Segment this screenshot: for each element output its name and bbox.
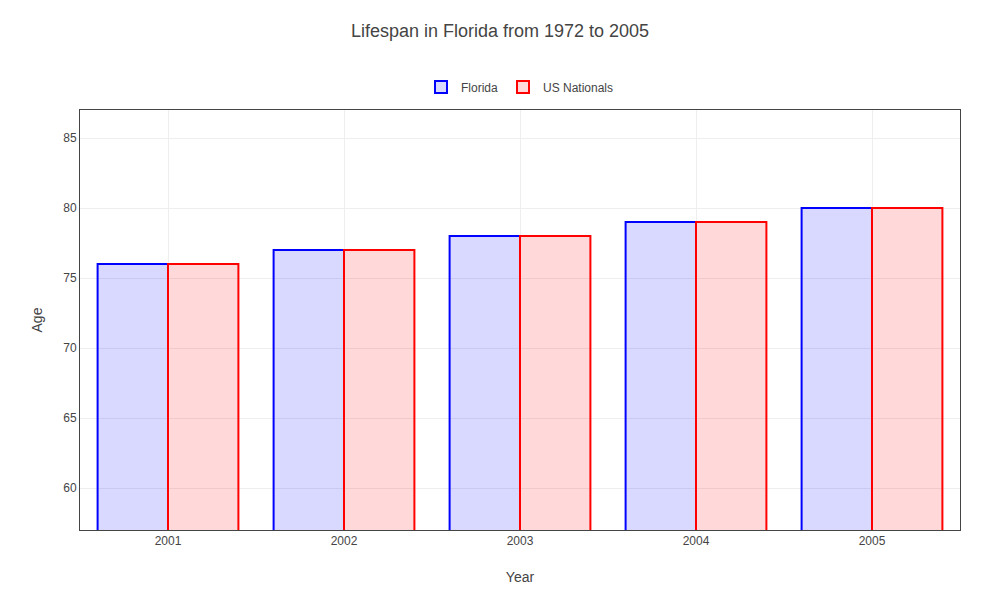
svg-text:US Nationals: US Nationals	[543, 81, 613, 95]
svg-text:Lifespan in Florida from 1972: Lifespan in Florida from 1972 to 2005	[351, 21, 649, 41]
svg-text:75: 75	[63, 271, 77, 285]
svg-text:80: 80	[63, 201, 77, 215]
svg-text:70: 70	[63, 341, 77, 355]
svg-text:2002: 2002	[331, 534, 358, 548]
svg-text:60: 60	[63, 481, 77, 495]
svg-text:2001: 2001	[155, 534, 182, 548]
svg-text:2004: 2004	[683, 534, 710, 548]
svg-text:Florida: Florida	[461, 81, 498, 95]
svg-text:2005: 2005	[859, 534, 886, 548]
svg-text:65: 65	[63, 411, 77, 425]
svg-text:2003: 2003	[507, 534, 534, 548]
svg-text:Year: Year	[506, 569, 535, 585]
svg-text:85: 85	[63, 131, 77, 145]
svg-text:Age: Age	[29, 307, 45, 332]
